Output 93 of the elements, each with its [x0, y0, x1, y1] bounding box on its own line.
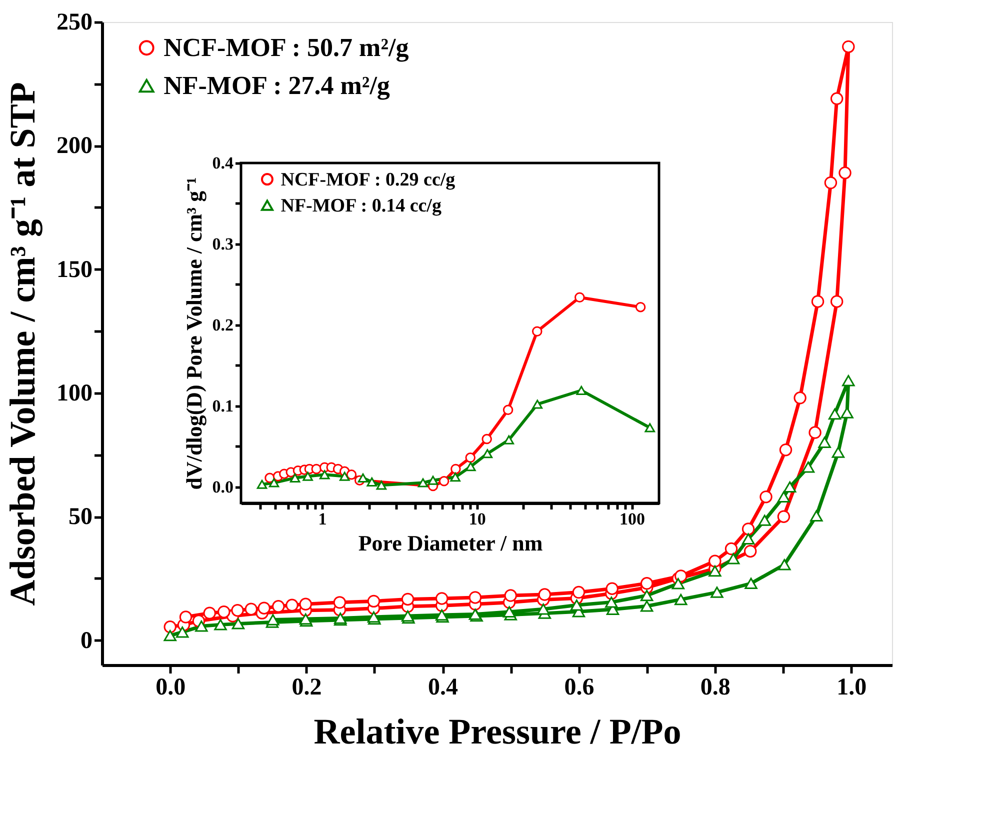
point	[176, 626, 189, 638]
point	[758, 514, 772, 526]
point	[401, 592, 414, 606]
point	[435, 592, 448, 605]
y-tick-label: 250	[56, 10, 92, 36]
point	[818, 436, 831, 448]
y-tick-label: 200	[56, 133, 92, 160]
point	[232, 618, 245, 630]
point	[828, 408, 842, 420]
point	[640, 590, 654, 602]
point	[802, 462, 815, 473]
point	[674, 594, 688, 606]
point	[502, 606, 516, 618]
point	[640, 577, 654, 590]
point	[266, 614, 280, 626]
point	[504, 589, 517, 602]
point	[779, 443, 792, 456]
point	[808, 426, 822, 439]
x-tick-label: 1.0	[836, 674, 867, 700]
x-tick-label: 0.6	[564, 674, 594, 700]
point	[640, 600, 654, 612]
point	[672, 578, 685, 590]
point	[367, 594, 380, 608]
point	[674, 570, 688, 582]
y-tick-label: 0.3	[212, 234, 234, 254]
legend-label: NF-MOF : 27.4 m²/g	[164, 70, 390, 100]
x-tick-label: 0.8	[700, 674, 730, 700]
y-axis-title: dV/dlog(D) Pore Volume / cm³ g⁻¹	[181, 177, 206, 490]
point	[710, 586, 724, 598]
x-axis-title: Relative Pressure / P/Po	[314, 712, 682, 752]
point	[708, 565, 722, 577]
point	[468, 591, 482, 604]
point	[258, 602, 270, 614]
point	[744, 578, 758, 589]
y-tick-label: 50	[68, 504, 92, 530]
point	[333, 596, 346, 609]
y-tick-label: 0.1	[212, 396, 234, 416]
x-tick-label: 100	[619, 510, 645, 528]
y-tick-label: 0.4	[212, 154, 234, 172]
point	[244, 602, 258, 616]
y-tick-label: 150	[56, 256, 92, 283]
point	[811, 295, 824, 308]
y-tick-label: 0.2	[212, 315, 234, 334]
point	[838, 166, 852, 180]
x-tick-label: 0.0	[156, 674, 186, 700]
point	[830, 295, 844, 308]
point	[195, 620, 208, 632]
point	[570, 600, 584, 611]
legend-label: NF-MOF : 0.14 cc/g	[280, 195, 442, 216]
point	[299, 598, 312, 611]
point	[272, 600, 285, 613]
x-tick-label: 0.4	[428, 674, 458, 700]
point	[783, 481, 796, 493]
point	[724, 542, 738, 556]
point	[538, 588, 552, 601]
point	[164, 620, 176, 634]
point	[832, 446, 845, 458]
x-tick-label: 0.2	[292, 674, 322, 700]
x-tick-label: 10	[468, 510, 486, 528]
point	[778, 558, 791, 570]
point	[824, 176, 838, 190]
point	[842, 40, 855, 54]
legend-label: NCF-MOF : 0.29 cc/g	[280, 169, 456, 190]
point	[777, 510, 790, 523]
point	[203, 606, 216, 620]
point	[794, 392, 806, 404]
point	[606, 582, 618, 595]
point	[830, 92, 844, 106]
legend-label: NCF-MOF : 50.7 m²/g	[164, 32, 409, 62]
y-tick-label: 100	[56, 380, 92, 406]
x-tick-label: 1	[318, 510, 327, 528]
point	[810, 510, 823, 522]
point	[286, 598, 298, 612]
point	[179, 610, 192, 624]
point	[842, 374, 855, 386]
point	[742, 522, 755, 536]
point	[708, 554, 722, 568]
point	[742, 533, 755, 544]
x-axis-title: Pore Diameter / nm	[358, 530, 543, 556]
point	[214, 619, 227, 630]
point	[164, 630, 176, 642]
point	[777, 491, 790, 502]
y-tick-label: 0.0	[212, 477, 234, 496]
y-axis-title: Adsorbed Volume / cm³ g⁻¹ at STP	[2, 82, 42, 606]
point	[572, 586, 586, 599]
point	[726, 553, 740, 564]
point	[760, 490, 772, 504]
point	[605, 596, 618, 608]
point	[231, 604, 244, 617]
point	[744, 544, 757, 558]
y-tick-label: 0	[80, 628, 92, 654]
point	[536, 603, 550, 615]
point	[218, 605, 230, 618]
